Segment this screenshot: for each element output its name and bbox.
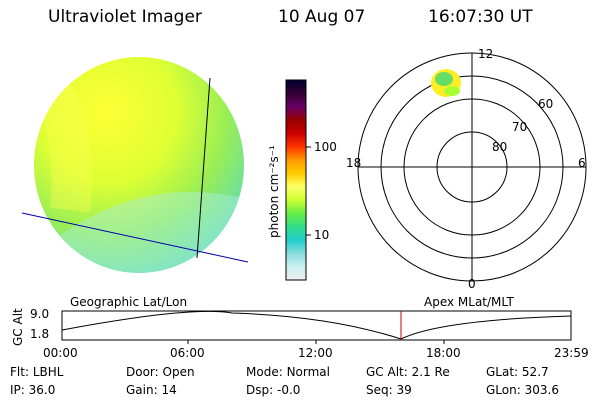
altitude-xtick-1800: 18:00	[426, 346, 461, 360]
mlat-label-60: 60	[538, 97, 554, 111]
meridian-line	[196, 77, 211, 259]
altitude-xtick-2359: 23:59	[554, 346, 589, 360]
altitude-xtick-0600: 06:00	[170, 346, 205, 360]
latitude-line	[21, 212, 249, 263]
info-seq: Seq: 39	[366, 383, 412, 397]
info-ip: IP: 36.0	[10, 383, 56, 397]
info-gc-alt: GC Alt: 2.1 Re	[366, 365, 450, 379]
info-gain: Gain: 14	[126, 383, 177, 397]
info-door: Door: Open	[126, 365, 195, 379]
colorbar-rect	[285, 79, 307, 281]
altitude-plot-frame	[61, 310, 572, 341]
date-label: 10 Aug 07	[278, 7, 366, 27]
altitude-plot	[61, 310, 572, 344]
polar-plot	[357, 52, 587, 282]
globe-caption: Geographic Lat/Lon	[70, 295, 188, 309]
colorbar-label-10: 10	[314, 228, 330, 242]
colorbar-label-100: 100	[314, 140, 337, 154]
mlt-label-0: 0	[468, 277, 476, 291]
info-flt: Flt: LBHL	[10, 365, 64, 379]
info-dsp: Dsp: -0.0	[246, 383, 301, 397]
time-label: 16:07:30 UT	[428, 7, 533, 27]
altitude-xtick-0000: 00:00	[43, 346, 78, 360]
instrument-title: Ultraviolet Imager	[48, 7, 202, 27]
colorbar-unit-label: photon cm⁻²s⁻¹	[267, 145, 281, 238]
globe-image	[21, 57, 249, 273]
info-glon: GLon: 303.6	[486, 383, 559, 397]
altitude-ytick-max: 9.0	[30, 307, 50, 321]
altitude-ytick-min: 1.8	[30, 327, 50, 341]
info-mode: Mode: Normal	[246, 365, 330, 379]
colorbar	[285, 79, 311, 281]
polar-caption: Apex MLat/MLT	[424, 295, 514, 309]
altitude-ylabel: GC Alt	[11, 308, 25, 346]
mlt-label-6: 6	[578, 156, 586, 170]
mlt-label-12: 12	[478, 47, 494, 61]
mlat-label-80: 80	[492, 140, 508, 154]
polar-aurora-blob	[431, 69, 461, 97]
mlat-label-70: 70	[512, 120, 528, 134]
altitude-curve-left	[61, 310, 402, 340]
mlt-label-18: 18	[346, 156, 362, 170]
altitude-curve-right	[400, 315, 572, 340]
altitude-xtick-1200: 12:00	[298, 346, 333, 360]
info-glat: GLat: 52.7	[486, 365, 549, 379]
